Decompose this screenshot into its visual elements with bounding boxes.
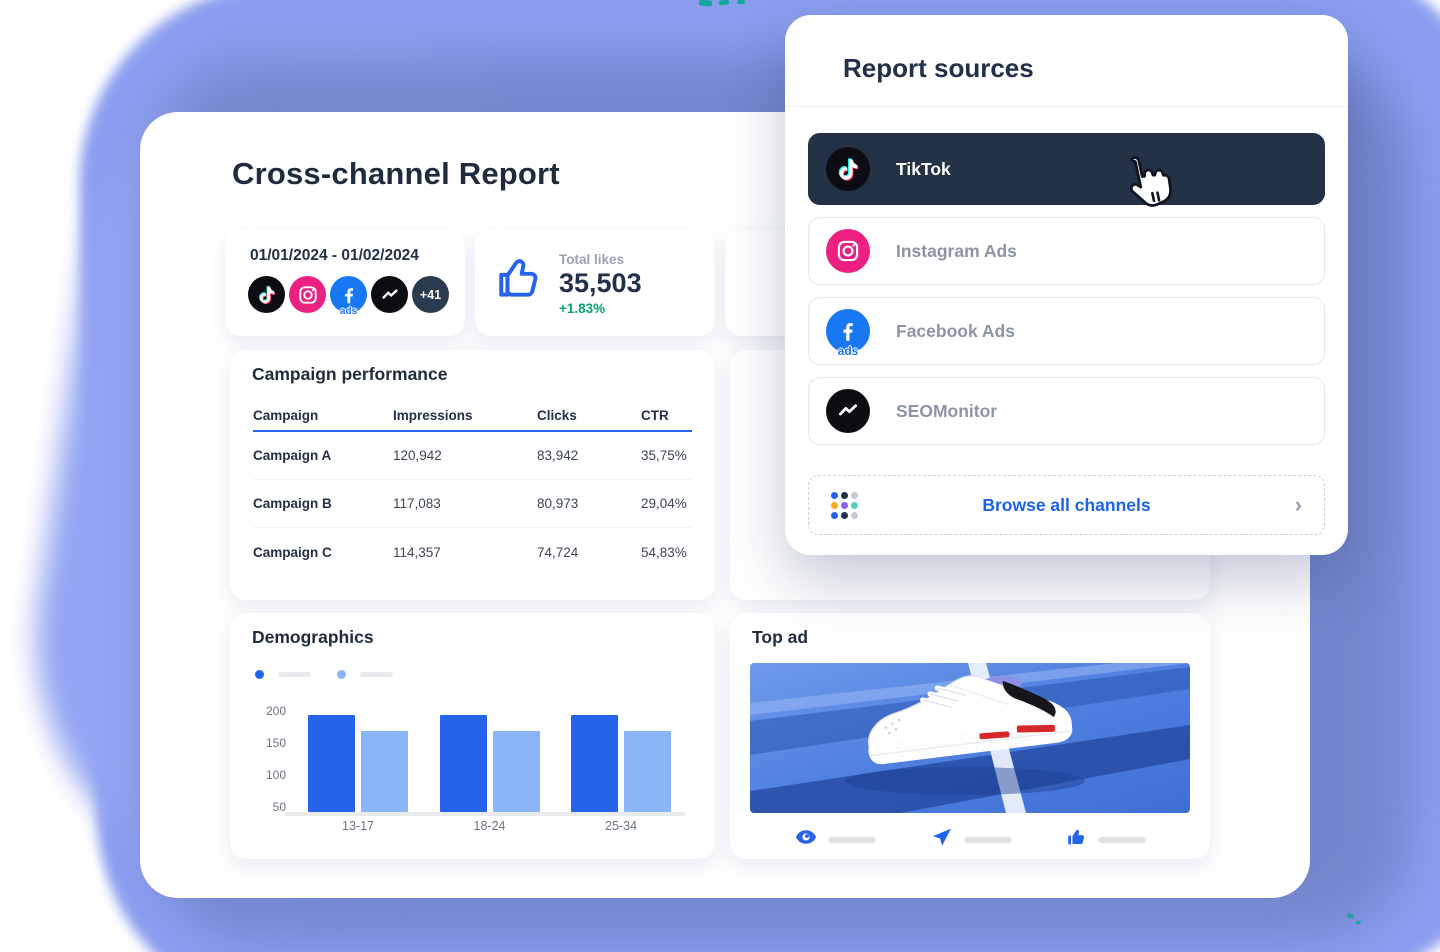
ad-metric-views xyxy=(794,825,876,854)
table-header-row: Campaign Impressions Clicks CTR xyxy=(253,400,692,432)
tiktok-icon xyxy=(248,276,285,313)
col-clicks: Clicks xyxy=(537,407,577,423)
eye-icon xyxy=(794,825,818,854)
top-ad-title: Top ad xyxy=(752,627,809,647)
instagram-icon xyxy=(289,276,326,313)
table-row: Campaign C 114,357 74,724 54,83% xyxy=(253,544,687,560)
x-axis-label: 25-34 xyxy=(605,819,637,833)
table-row: Campaign A 120,942 83,942 35,75% xyxy=(253,432,692,480)
y-axis-tick: 150 xyxy=(265,736,286,751)
report-sources-title: Report sources xyxy=(843,53,1034,83)
legend-dot xyxy=(255,670,264,679)
chart-baseline xyxy=(285,812,685,816)
metric-placeholder-bar xyxy=(1098,836,1146,843)
tiktok-icon xyxy=(826,147,870,191)
date-sources-card: 01/01/2024 - 01/02/2024 ads xyxy=(225,230,465,336)
grid-dot xyxy=(841,501,848,509)
total-likes-delta: +1.83% xyxy=(559,300,606,316)
facebook-ads-sub-label: ads xyxy=(837,344,859,358)
metric-placeholder-bar xyxy=(828,836,876,843)
grid-dot xyxy=(831,501,838,509)
grid-dot xyxy=(841,491,848,499)
table-row: Campaign B 117,083 80,973 29,04% xyxy=(253,480,692,528)
source-label: Facebook Ads xyxy=(896,320,1015,341)
channels-grid-icon xyxy=(831,491,858,519)
legend-item xyxy=(255,670,311,679)
campaign-performance-card: Campaign performance Campaign Impression… xyxy=(230,350,715,600)
facebook-ads-icon: ads xyxy=(330,276,367,317)
grid-dot xyxy=(851,491,858,499)
bar xyxy=(492,731,540,812)
deco-dash xyxy=(737,0,745,4)
ad-metrics-row xyxy=(730,825,1210,854)
total-likes-label: Total likes xyxy=(559,252,625,267)
thumb-icon xyxy=(1066,826,1088,853)
y-axis-tick: 50 xyxy=(272,800,286,815)
x-axis-label: 18-24 xyxy=(473,819,506,833)
instagram-icon xyxy=(826,229,870,273)
hand-cursor-icon xyxy=(1118,148,1180,229)
channel-avatars: ads +41 xyxy=(248,276,449,317)
bar xyxy=(571,715,618,812)
bar xyxy=(624,731,671,812)
date-range: 01/01/2024 - 01/02/2024 xyxy=(250,247,419,264)
x-axis-label: 13-17 xyxy=(342,819,374,833)
source-label: SEOMonitor xyxy=(896,400,998,421)
demographics-card: Demographics 200 150 100 50 13-17 18-24 25-34 xyxy=(230,613,715,859)
bar xyxy=(308,715,355,812)
col-impressions: Impressions xyxy=(393,407,473,423)
top-ad-image xyxy=(750,663,1190,813)
browse-all-channels-button[interactable]: Browse all channels › xyxy=(808,475,1325,535)
metric-placeholder-bar xyxy=(964,836,1012,843)
chart-legend xyxy=(255,670,393,679)
grid-dot xyxy=(831,491,838,499)
col-campaign: Campaign xyxy=(253,407,319,423)
total-likes-value: 35,503 xyxy=(559,268,642,298)
legend-item xyxy=(337,670,393,679)
bar-group: 18-24 xyxy=(439,709,540,833)
source-row-seomonitor[interactable]: SEOMonitor xyxy=(808,377,1325,445)
grid-dot xyxy=(851,511,858,519)
col-ctr: CTR xyxy=(641,407,669,423)
seomonitor-icon xyxy=(371,276,408,313)
thumbs-up-outline-icon xyxy=(495,252,545,309)
page-title: Cross-channel Report xyxy=(232,156,560,191)
bar xyxy=(361,731,408,812)
demographics-title: Demographics xyxy=(252,627,374,647)
y-axis-tick: 200 xyxy=(265,704,286,719)
legend-placeholder-bar xyxy=(278,672,311,677)
ad-metric-shares xyxy=(930,825,1012,854)
total-likes-card: Total likes 35,503 +1.83% xyxy=(475,230,715,336)
campaign-table: Campaign Impressions Clicks CTR Campaign… xyxy=(253,400,692,576)
source-row-facebook-ads[interactable]: ads Facebook Ads xyxy=(808,297,1325,365)
grid-dot xyxy=(851,501,858,509)
top-ad-card: Top ad xyxy=(730,613,1210,859)
source-label: Instagram Ads xyxy=(896,240,1017,261)
grid-dot xyxy=(831,511,838,519)
panel-divider xyxy=(785,106,1348,107)
source-label: TikTok xyxy=(896,158,951,179)
send-icon xyxy=(930,825,954,854)
ad-metric-likes xyxy=(1066,826,1146,853)
facebook-ads-sub-label: ads xyxy=(339,306,358,317)
browse-all-channels-label: Browse all channels xyxy=(982,494,1151,515)
bar xyxy=(439,715,487,812)
source-row-instagram-ads[interactable]: Instagram Ads xyxy=(808,217,1325,285)
chevron-right-icon: › xyxy=(1294,492,1302,517)
seomonitor-icon xyxy=(826,389,870,433)
bar-group: 25-34 xyxy=(571,709,671,833)
legend-dot xyxy=(337,670,346,679)
source-row-tiktok[interactable]: TikTok xyxy=(808,133,1325,205)
facebook-ads-icon: ads xyxy=(826,309,870,358)
bar-group: 13-17 xyxy=(308,709,408,833)
campaign-performance-title: Campaign performance xyxy=(252,364,448,384)
y-axis-tick: 100 xyxy=(265,768,286,783)
more-channels-badge: +41 xyxy=(412,276,449,313)
grid-dot xyxy=(841,511,848,519)
legend-placeholder-bar xyxy=(360,672,393,677)
demographics-plot: 200 150 100 50 13-17 18-24 25-34 xyxy=(266,704,683,833)
report-sources-panel: Report sources TikTok Instagram Ads xyxy=(785,15,1348,555)
